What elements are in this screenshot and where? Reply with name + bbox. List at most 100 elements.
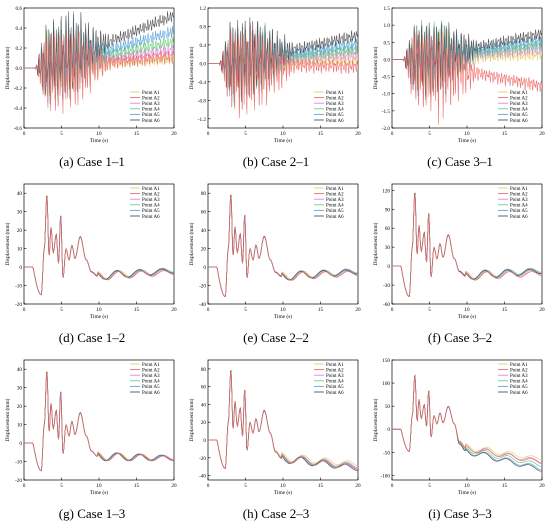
y-tick-label: -2.0: [382, 126, 391, 132]
x-tick-label: 10: [280, 307, 286, 313]
y-tick-label: -1.2: [198, 117, 207, 123]
y-tick-label: 0.8: [200, 24, 207, 30]
panel-caption: (e) Case 2–2: [243, 330, 309, 345]
legend-label: Point A3: [326, 102, 344, 107]
y-tick-label: -0.2: [14, 86, 23, 92]
legend-label: Point A5: [326, 209, 344, 214]
x-tick-label: 5: [244, 307, 247, 313]
legend-label: Point A3: [510, 102, 528, 107]
legend-label: Point A6: [326, 215, 344, 220]
legend-label: Point A1: [142, 363, 160, 368]
legend-label: Point A1: [142, 187, 160, 192]
y-tick-label: -40: [199, 474, 206, 480]
y-tick-label: -0.8: [198, 98, 207, 104]
chart-svg: -40 -20 0 20 40 60 80 0 5 10 15 20 Time (s) Displacem…: [188, 183, 361, 320]
chart-svg: -40 -20 0 20 40 60 80 0 5 10 15 20 Time (s) Displacem…: [188, 359, 361, 496]
y-tick-label: -1.0: [382, 92, 391, 98]
y-tick-label: 90: [385, 207, 391, 213]
y-axis-label: Displacement (mm): [372, 222, 379, 265]
x-tick-label: 15: [502, 307, 508, 313]
y-tick-label: 1.0: [384, 23, 391, 29]
series-line: [392, 375, 542, 465]
chart-svg: -2.0 -1.5 -1.0 -0.5 0.0 0.5 1.0 1.5 0 5 10 15 20 Time…: [372, 6, 545, 144]
series-line: [24, 197, 174, 296]
y-tick-label: -1.5: [382, 109, 391, 115]
y-tick-label: 0: [203, 438, 206, 444]
x-tick-label: 0: [391, 483, 394, 489]
x-tick-label: 15: [318, 131, 324, 137]
y-tick-label: 10: [17, 423, 23, 429]
y-tick-label: -50: [383, 450, 390, 456]
chart-svg: -20 -10 0 10 20 30 40 0 5 10 15 20 Time (s) Displacem…: [4, 359, 177, 496]
x-tick-label: 20: [539, 483, 545, 489]
legend-label: Point A1: [510, 91, 528, 96]
chart-panel: -2.0 -1.5 -1.0 -0.5 0.0 0.5 1.0 1.5 0 5 10 15 20 Time…: [370, 2, 550, 177]
legend-label: Point A1: [326, 187, 344, 192]
legend-label: Point A5: [142, 113, 160, 118]
y-tick-label: 120: [382, 188, 390, 194]
panel-caption: (f) Case 3–2: [427, 330, 493, 345]
legend-label: Point A3: [510, 198, 528, 203]
legend-label: Point A1: [510, 363, 528, 368]
x-axis-label: Time (s): [274, 489, 292, 496]
y-tick-label: -20: [199, 284, 206, 290]
y-tick-label: -0.6: [14, 126, 23, 132]
x-tick-label: 5: [60, 483, 63, 489]
legend-label: Point A4: [510, 204, 528, 209]
panel-caption: (a) Case 1–1: [59, 154, 125, 169]
panel-caption: (b) Case 2–1: [242, 154, 310, 169]
x-tick-label: 5: [244, 131, 247, 137]
x-tick-label: 20: [539, 307, 545, 313]
panel-caption: (d) Case 1–2: [58, 330, 126, 345]
chart-svg: -20 -10 0 10 20 30 40 0 5 10 15 20 Time (s) Displacem…: [4, 183, 177, 320]
y-tick-label: 0: [387, 427, 390, 433]
chart-panel: -20 -10 0 10 20 30 40 0 5 10 15 20 Time (s) Displacem…: [2, 354, 182, 529]
y-tick-label: 20: [201, 420, 207, 426]
y-axis-label: Displacement (mm): [188, 222, 195, 265]
legend-label: Point A2: [142, 192, 160, 197]
y-tick-label: 30: [17, 386, 23, 392]
chart-svg: -1.2 -0.8 -0.4 0.0 0.4 0.8 1.2 0 5 10 15 20 Time (s)…: [188, 6, 361, 144]
x-tick-label: 10: [96, 131, 102, 137]
y-tick-label: 1.5: [384, 6, 391, 12]
x-tick-label: 20: [171, 307, 177, 313]
y-axis-label: Displacement (mm): [4, 222, 11, 265]
series-line: [392, 31, 542, 125]
series-line: [392, 22, 542, 96]
y-tick-label: 0.2: [16, 46, 23, 52]
x-tick-label: 20: [171, 131, 177, 137]
y-tick-label: 60: [201, 385, 207, 391]
y-tick-label: -10: [15, 460, 22, 466]
y-tick-label: 100: [382, 381, 390, 387]
legend-label: Point A5: [142, 385, 160, 390]
panel-caption: (c) Case 3–1: [427, 154, 493, 169]
y-tick-label: 0.0: [200, 61, 207, 67]
chart-panel: -1.2 -0.8 -0.4 0.0 0.4 0.8 1.2 0 5 10 15 20 Time (s)…: [186, 2, 366, 177]
x-tick-label: 15: [502, 131, 508, 137]
legend-label: Point A2: [142, 368, 160, 373]
legend-label: Point A6: [510, 215, 528, 220]
x-tick-label: 5: [428, 307, 431, 313]
legend-label: Point A1: [142, 91, 160, 96]
x-tick-label: 5: [60, 131, 63, 137]
x-tick-label: 5: [244, 483, 247, 489]
legend-label: Point A4: [326, 108, 344, 113]
y-tick-label: 50: [385, 404, 391, 410]
y-tick-label: 0.4: [16, 26, 23, 32]
y-tick-label: 40: [201, 402, 207, 408]
series-line: [208, 25, 358, 119]
legend-label: Point A1: [326, 91, 344, 96]
x-axis-label: Time (s): [274, 313, 292, 320]
legend-label: Point A6: [326, 391, 344, 396]
chart-svg: -60 -30 0 30 60 90 120 0 5 10 15 20 Time (s) Displace…: [372, 183, 545, 320]
y-tick-label: -20: [15, 478, 22, 484]
chart-svg: -0.6 -0.4 -0.2 0.0 0.2 0.4 0.6 0 5 10 15 20 Time (s)…: [4, 6, 177, 144]
legend-label: Point A4: [142, 204, 160, 209]
x-tick-label: 20: [355, 307, 361, 313]
legend-label: Point A4: [510, 380, 528, 385]
x-axis-label: Time (s): [458, 489, 476, 496]
legend-label: Point A5: [326, 113, 344, 118]
y-tick-label: 0.5: [384, 40, 391, 46]
x-axis-label: Time (s): [458, 137, 476, 144]
y-tick-label: -20: [199, 456, 206, 462]
